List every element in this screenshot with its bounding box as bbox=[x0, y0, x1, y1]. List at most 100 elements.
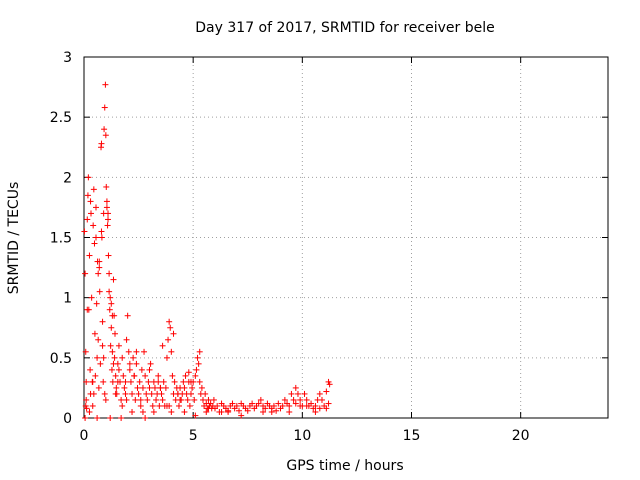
data-point bbox=[101, 390, 108, 397]
data-point bbox=[95, 384, 102, 391]
data-point bbox=[109, 348, 116, 355]
data-point bbox=[93, 300, 100, 307]
x-tick-label: 20 bbox=[512, 428, 530, 444]
data-point bbox=[135, 390, 142, 397]
data-point bbox=[318, 396, 325, 403]
data-point bbox=[181, 384, 188, 391]
data-point bbox=[144, 396, 151, 403]
data-point bbox=[189, 384, 196, 391]
data-point bbox=[316, 390, 323, 397]
data-point bbox=[323, 388, 330, 395]
data-point bbox=[134, 384, 141, 391]
data-point bbox=[96, 258, 103, 265]
data-point bbox=[86, 252, 93, 259]
data-point bbox=[103, 183, 110, 190]
data-point bbox=[218, 408, 225, 415]
data-point bbox=[175, 402, 182, 409]
chart-title: Day 317 of 2017, SRMTID for receiver bel… bbox=[195, 20, 494, 36]
data-point bbox=[95, 270, 102, 277]
data-point bbox=[150, 408, 157, 415]
data-point bbox=[168, 408, 175, 415]
data-point bbox=[110, 360, 117, 367]
data-point bbox=[95, 336, 102, 343]
data-point bbox=[109, 378, 116, 385]
data-point bbox=[100, 378, 107, 385]
data-point bbox=[205, 405, 212, 412]
data-point bbox=[288, 390, 295, 397]
data-point bbox=[98, 234, 105, 241]
data-point bbox=[174, 390, 181, 397]
data-point bbox=[118, 396, 125, 403]
x-tick-label: 5 bbox=[189, 428, 198, 444]
y-tick-label: 1.5 bbox=[50, 231, 72, 247]
data-point bbox=[323, 405, 330, 412]
x-tick-label: 0 bbox=[80, 428, 89, 444]
data-point bbox=[180, 378, 187, 385]
data-point bbox=[281, 396, 288, 403]
data-point bbox=[249, 400, 256, 407]
data-point bbox=[87, 210, 94, 217]
data-point bbox=[130, 354, 137, 361]
data-point bbox=[196, 348, 203, 355]
data-point bbox=[131, 372, 138, 379]
data-point bbox=[160, 378, 167, 385]
data-point bbox=[115, 366, 122, 373]
data-point bbox=[112, 372, 119, 379]
data-point bbox=[177, 396, 184, 403]
data-point bbox=[105, 252, 112, 259]
data-point bbox=[143, 390, 150, 397]
data-point bbox=[102, 132, 109, 139]
data-point bbox=[244, 407, 251, 414]
data-point bbox=[92, 372, 99, 379]
data-point bbox=[85, 174, 92, 181]
data-point bbox=[126, 360, 133, 367]
y-tick-label: 3 bbox=[63, 50, 72, 66]
data-point bbox=[186, 402, 193, 409]
data-point bbox=[236, 407, 243, 414]
data-point bbox=[125, 348, 132, 355]
data-point bbox=[132, 396, 139, 403]
data-point bbox=[325, 400, 332, 407]
y-tick-label: 0.5 bbox=[50, 351, 72, 367]
data-point bbox=[171, 378, 178, 385]
data-point bbox=[122, 378, 129, 385]
data-point bbox=[149, 402, 156, 409]
data-point bbox=[238, 412, 245, 419]
data-point bbox=[90, 222, 97, 229]
data-point bbox=[118, 415, 125, 421]
data-point bbox=[139, 408, 146, 415]
data-point bbox=[268, 408, 275, 415]
data-point bbox=[82, 348, 89, 355]
data-point bbox=[294, 390, 301, 397]
y-tick-label: 0 bbox=[63, 411, 72, 427]
data-point bbox=[84, 306, 91, 313]
data-point bbox=[129, 408, 136, 415]
data-point bbox=[108, 300, 115, 307]
data-point bbox=[155, 378, 162, 385]
data-point bbox=[90, 390, 97, 397]
data-point bbox=[167, 324, 174, 331]
data-point bbox=[181, 408, 188, 415]
x-tick-label: 10 bbox=[293, 428, 311, 444]
data-point bbox=[156, 402, 163, 409]
data-point bbox=[292, 400, 299, 407]
data-point bbox=[286, 402, 293, 409]
data-point bbox=[127, 378, 134, 385]
data-point bbox=[107, 294, 114, 301]
data-point bbox=[275, 400, 282, 407]
data-point bbox=[159, 342, 166, 349]
data-point bbox=[297, 402, 304, 409]
data-point bbox=[108, 366, 115, 373]
data-point bbox=[312, 408, 319, 415]
data-point bbox=[255, 400, 262, 407]
y-axis-label: SRMTID / TECUs bbox=[6, 182, 22, 295]
y-tick-label: 1 bbox=[63, 291, 72, 307]
data-point bbox=[225, 408, 232, 415]
data-point bbox=[279, 402, 286, 409]
data-point bbox=[122, 390, 129, 397]
data-point bbox=[82, 270, 89, 277]
data-point bbox=[146, 366, 153, 373]
data-point bbox=[229, 400, 236, 407]
data-point bbox=[105, 210, 112, 217]
data-point bbox=[84, 192, 91, 199]
